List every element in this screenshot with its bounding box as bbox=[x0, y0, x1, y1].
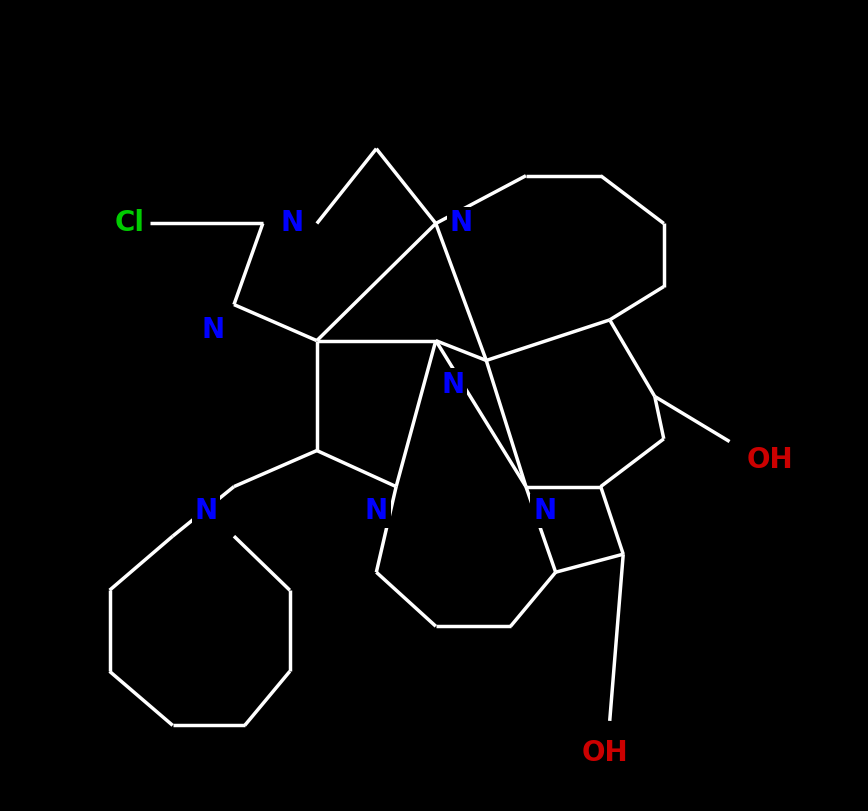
Text: N: N bbox=[441, 371, 464, 399]
Text: OH: OH bbox=[746, 447, 793, 474]
Text: N: N bbox=[280, 209, 303, 238]
Text: N: N bbox=[533, 497, 556, 525]
Text: OH: OH bbox=[582, 740, 628, 767]
Text: N: N bbox=[194, 497, 218, 525]
Text: N: N bbox=[450, 209, 472, 238]
Text: N: N bbox=[365, 497, 388, 525]
Text: N: N bbox=[201, 315, 225, 344]
Text: Cl: Cl bbox=[115, 209, 144, 238]
